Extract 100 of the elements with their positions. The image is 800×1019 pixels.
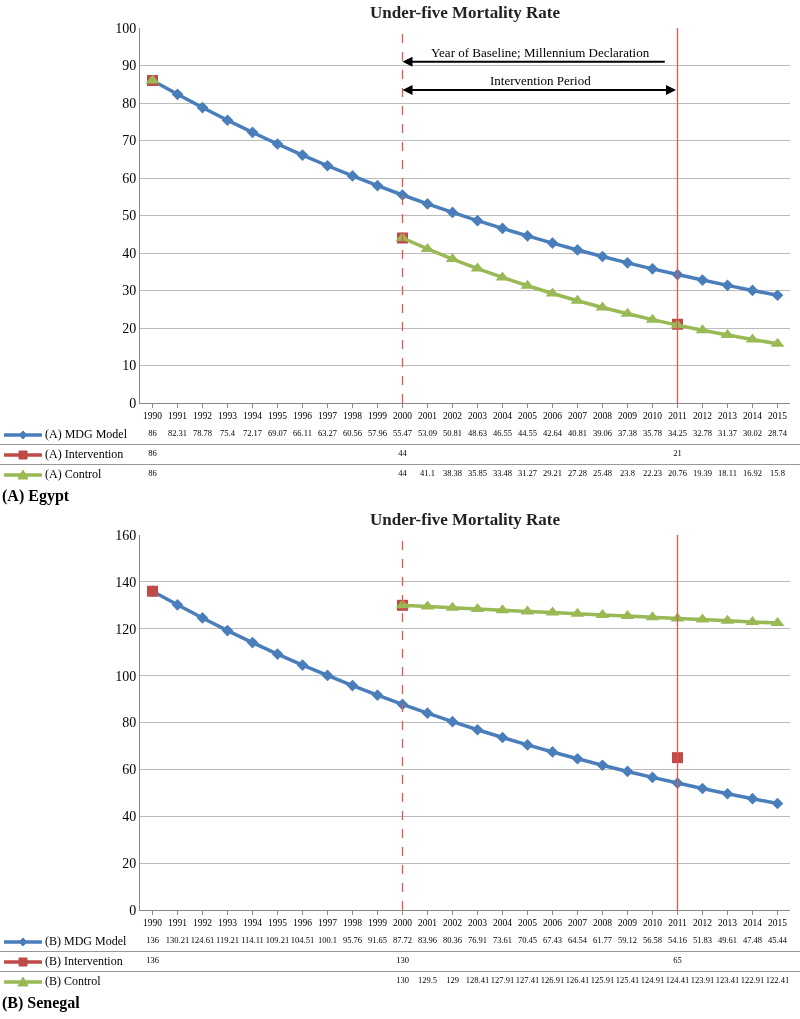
x-tick-label: 2002 (443, 918, 463, 929)
annotation: Intervention Period (490, 73, 592, 88)
data-label: 23.8 (620, 468, 635, 478)
x-tick-label: 1991 (168, 411, 188, 422)
data-label: 124.91 (640, 975, 665, 985)
data-label: 130 (396, 975, 409, 985)
data-label: 50.81 (442, 428, 463, 438)
x-tick-label: 2013 (718, 918, 738, 929)
x-tick-label: 1994 (243, 411, 263, 422)
point (296, 659, 309, 671)
x-tick-label: 2008 (593, 918, 613, 929)
data-label: 86 (148, 428, 157, 438)
data-label: 34.25 (667, 428, 688, 438)
data-label: 70.45 (517, 935, 538, 945)
y-tick-label: 160 (115, 527, 137, 543)
data-label: 126.41 (565, 975, 590, 985)
x-tick-label: 1998 (343, 411, 363, 422)
x-tick-label: 2007 (568, 918, 588, 929)
point (246, 126, 259, 139)
x-tick-label: 2012 (693, 918, 713, 929)
data-label: 136 (146, 955, 159, 965)
x-tick-label: 2006 (543, 918, 563, 929)
data-label: 42.64 (542, 428, 563, 438)
data-label: 57.96 (367, 428, 388, 438)
point (621, 765, 634, 778)
point (596, 759, 609, 772)
data-label: 56.58 (642, 935, 663, 945)
x-tick-label: 2001 (418, 411, 438, 422)
data-label: 126.91 (540, 975, 565, 985)
legend-label: (A) Intervention (45, 447, 124, 462)
data-label: 125.41 (615, 975, 640, 985)
data-label: 59.12 (617, 935, 638, 945)
point (221, 624, 234, 637)
data-label: 125.91 (590, 975, 615, 985)
text: (A) Egypt (1, 486, 71, 507)
x-tick-label: 1999 (368, 411, 388, 422)
data-label: 127.91 (490, 975, 515, 985)
data-label: 49.61 (717, 935, 738, 945)
x-tick-label: 2007 (568, 411, 588, 422)
point (496, 222, 509, 235)
chart-title: Under-five Mortality Rate (369, 510, 561, 530)
point (196, 612, 209, 624)
data-label: 119.21 (215, 935, 240, 945)
y-tick-label: 20 (122, 320, 137, 336)
x-tick-label: 1990 (143, 411, 163, 422)
x-tick-label: 1998 (343, 918, 363, 929)
data-label: 53.09 (417, 428, 438, 438)
y-tick-label: 10 (122, 358, 137, 374)
data-label: 72.17 (242, 428, 263, 438)
data-label: 82.31 (167, 428, 188, 438)
y-tick-label: 50 (122, 208, 137, 224)
y-tick-label: 100 (115, 668, 137, 684)
point (571, 752, 584, 765)
point (371, 179, 384, 192)
point (672, 752, 683, 764)
point (171, 88, 184, 101)
data-label: 44 (398, 468, 407, 478)
data-label: 20.76 (667, 468, 688, 478)
point (721, 787, 734, 800)
data-label: 27.28 (567, 468, 588, 478)
x-tick-label: 2004 (493, 411, 513, 422)
x-tick-label: 2011 (668, 411, 688, 422)
data-label: 38.38 (442, 468, 463, 478)
x-tick-label: 1991 (168, 918, 188, 929)
point (446, 206, 459, 219)
data-label: 29.21 (542, 468, 563, 478)
data-label: 130 (396, 955, 409, 965)
point (171, 598, 184, 611)
data-label: 123.41 (715, 975, 740, 985)
data-label: 129 (446, 975, 459, 985)
data-label: 15.8 (770, 468, 785, 478)
legend-label: (A) Control (45, 467, 102, 482)
data-label: 80.36 (442, 935, 463, 945)
y-tick-label: 100 (115, 20, 137, 36)
legend-label: (A) MDG Model (45, 427, 127, 442)
x-tick-label: 1992 (193, 411, 213, 422)
x-tick-label: 2014 (743, 918, 763, 929)
x-tick-label: 1997 (318, 918, 338, 929)
x-tick-label: 2011 (668, 918, 688, 929)
data-label: 32.78 (692, 428, 713, 438)
data-label: 40.81 (567, 428, 588, 438)
data-label: 35.78 (642, 428, 663, 438)
data-label: 55.47 (392, 428, 413, 438)
data-label: 47.48 (742, 935, 763, 945)
x-tick-label: 2003 (468, 411, 488, 422)
y-tick-label: 30 (122, 283, 137, 299)
x-tick-label: 2014 (743, 411, 763, 422)
data-label: 54.16 (667, 935, 688, 945)
data-label: 122.41 (765, 975, 790, 985)
x-tick-label: 2002 (443, 411, 463, 422)
point (321, 669, 334, 682)
x-tick-label: 2005 (518, 918, 538, 929)
legend-label: (B) Control (45, 974, 101, 989)
x-tick-label: 2015 (768, 918, 788, 929)
point (271, 138, 284, 150)
data-label: 124.61 (190, 935, 215, 945)
y-tick-label: 80 (122, 715, 137, 731)
y-tick-label: 60 (122, 762, 137, 778)
data-label: 33.48 (492, 468, 513, 478)
data-label: 61.77 (592, 935, 613, 945)
